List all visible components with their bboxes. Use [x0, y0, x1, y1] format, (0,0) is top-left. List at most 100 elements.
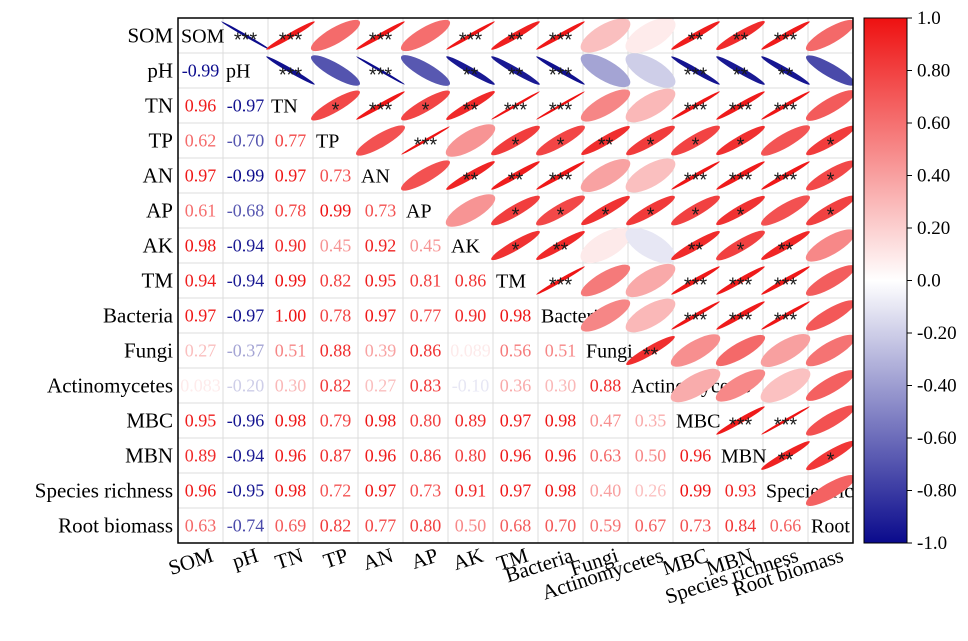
correlation-value: 0.82: [320, 271, 352, 291]
correlation-ellipse: [400, 55, 451, 86]
correlation-value: 0.97: [365, 481, 397, 501]
significance-stars: *: [512, 240, 520, 262]
correlation-ellipse: [446, 56, 495, 85]
row-label-som: SOM: [127, 24, 173, 48]
correlation-ellipse: [625, 88, 676, 123]
colorbar-tick-label: 0.20: [917, 218, 950, 239]
correlation-value: 0.40: [590, 481, 622, 501]
correlation-value: 0.083: [180, 376, 221, 396]
correlation-ellipse: [445, 124, 496, 157]
correlation-ellipse: [716, 56, 765, 85]
correlation-ellipse: [625, 227, 676, 264]
significance-stars: **: [463, 170, 479, 192]
colorbar-tick-label: -0.60: [917, 428, 957, 449]
significance-stars: *: [647, 205, 655, 227]
correlation-value: -0.97: [227, 306, 265, 326]
correlation-ellipse: [716, 195, 765, 226]
correlation-ellipse: [536, 125, 585, 156]
diagonal-label: TP: [316, 131, 339, 153]
correlation-ellipse: [761, 266, 810, 295]
correlation-value: 0.96: [500, 446, 532, 466]
correlation-ellipse: [445, 194, 496, 227]
colorbar-tick-label: -0.20: [917, 323, 957, 344]
significance-stars: **: [778, 450, 794, 472]
correlation-value: 0.94: [185, 271, 217, 291]
correlation-value: 0.27: [185, 341, 217, 361]
plot-frame: [177, 17, 854, 544]
correlation-value: 0.30: [275, 376, 307, 396]
row-labels: SOM pH TN TP AN AP AK TM Bacteria Fungi Actinomyce…: [35, 24, 174, 538]
correlation-ellipse: [761, 441, 810, 470]
significance-stars: ***: [774, 415, 798, 437]
row-label-tm: TM: [142, 269, 174, 293]
significance-stars: **: [508, 65, 524, 87]
correlation-value: 0.86: [455, 271, 487, 291]
significance-stars: *: [512, 205, 520, 227]
column-label-an: AN: [360, 543, 396, 575]
significance-stars: **: [553, 240, 569, 262]
significance-stars: ***: [459, 30, 483, 52]
correlation-ellipse: [310, 19, 361, 52]
column-label-ak: AK: [450, 543, 486, 575]
row-label-mbc: MBC: [126, 409, 173, 433]
significance-stars: *: [827, 205, 835, 227]
correlation-ellipse: [625, 158, 676, 193]
correlation-ellipse: [761, 161, 810, 190]
correlation-value: -0.68: [227, 201, 265, 221]
correlation-ellipse: [626, 335, 675, 366]
correlation-ellipse: [761, 231, 810, 260]
correlation-ellipse: [805, 370, 853, 401]
correlation-value: 0.69: [275, 516, 307, 536]
correlation-value: 0.73: [680, 516, 712, 536]
colorbar-gradient: [863, 17, 908, 544]
correlation-value: 0.61: [185, 201, 217, 221]
correlation-ellipse: [580, 264, 631, 297]
significance-stars: ***: [774, 170, 798, 192]
correlation-ellipse: [671, 56, 720, 85]
correlation-ellipse: [491, 161, 540, 190]
correlation-value: 0.99: [680, 481, 712, 501]
colorbar-tick-label: -0.80: [917, 481, 957, 502]
correlation-value: 0.47: [590, 411, 622, 431]
correlation-ellipse: [671, 125, 720, 156]
correlation-ellipse: [805, 229, 853, 262]
correlation-ellipse: [491, 195, 540, 226]
correlation-value: 0.83: [410, 376, 442, 396]
correlation-value: 0.77: [365, 516, 397, 536]
correlation-ellipse: [580, 299, 631, 332]
correlation-ellipse: [580, 18, 631, 53]
correlation-ellipse: [310, 55, 361, 86]
correlation-ellipse: [806, 405, 853, 436]
correlation-ellipse: [536, 266, 585, 295]
correlation-value: 0.97: [275, 166, 307, 186]
correlation-value: -0.97: [227, 96, 265, 116]
significance-stars: *: [737, 205, 745, 227]
correlation-value: 0.98: [275, 411, 307, 431]
column-labels: SOM pH TN TP AN AP AK TMBacteriaFungiActinomyce…: [165, 543, 846, 609]
column-label-ph: pH: [229, 543, 261, 574]
correlation-value: -0.70: [227, 131, 265, 151]
correlation-value: 0.35: [635, 411, 667, 431]
correlation-ellipse: [761, 125, 810, 156]
correlation-value: -0.74: [227, 516, 265, 536]
correlation-value: 0.77: [410, 306, 442, 326]
correlation-ellipse: [671, 301, 720, 330]
correlation-ellipse: [580, 158, 631, 193]
significance-stars: *: [827, 135, 835, 157]
correlation-ellipse: [446, 91, 495, 120]
significance-stars: *: [827, 170, 835, 192]
correlation-ellipse: [716, 161, 765, 190]
correlation-ellipse: [761, 21, 810, 50]
correlation-ellipse: [356, 91, 405, 120]
significance-stars: ***: [549, 170, 573, 192]
correlation-value: 0.96: [185, 96, 217, 116]
correlation-value: -0.37: [227, 341, 265, 361]
row-label-actinomycetes: Actinomycetes: [47, 374, 173, 398]
significance-stars: ***: [774, 310, 798, 332]
correlation-value: 0.95: [365, 271, 397, 291]
correlation-value: 0.73: [365, 201, 397, 221]
correlation-value: 0.77: [275, 131, 307, 151]
correlation-ellipse: [580, 227, 631, 264]
correlation-value: 0.86: [410, 341, 442, 361]
correlation-ellipse: [266, 21, 315, 50]
